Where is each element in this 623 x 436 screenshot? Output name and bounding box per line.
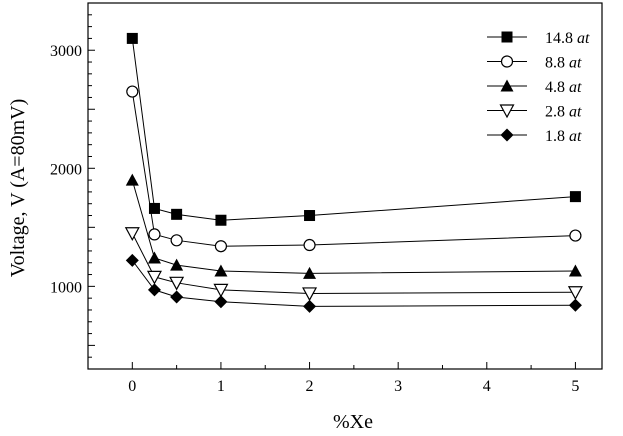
data-point [568, 264, 582, 277]
y-axis-title: Voltage, V (A=80mV) [7, 99, 29, 278]
data-point [214, 264, 228, 277]
series-line [131, 38, 576, 221]
legend-entry-4: 1.8 at [487, 128, 582, 145]
legend-label: 1.8 at [545, 128, 582, 145]
series-3 [124, 227, 583, 302]
legend-unit: at [569, 104, 582, 121]
legend-marker [501, 31, 513, 43]
legend-entry-1: 8.8 at [487, 55, 582, 72]
data-point [567, 286, 583, 301]
data-point [169, 276, 185, 291]
data-point [126, 85, 139, 98]
data-point [146, 270, 162, 285]
x-tick-label: 3 [394, 378, 402, 395]
y-tick-label: 2000 [50, 161, 82, 178]
data-point [304, 210, 316, 222]
legend: 14.8 at 8.8 at 4.8 at 2.8 at 1.8 at [487, 30, 590, 145]
data-point [213, 283, 229, 298]
data-point [569, 229, 582, 242]
data-point [125, 253, 139, 267]
data-point [302, 287, 318, 302]
series-2 [125, 173, 582, 279]
series-line [131, 91, 576, 247]
x-tick-label: 4 [483, 378, 491, 395]
data-point [215, 214, 227, 226]
data-point [170, 234, 183, 247]
data-point [126, 32, 138, 44]
legend-marker [500, 55, 514, 68]
data-point [170, 258, 184, 271]
data-point [303, 266, 317, 279]
legend-marker [500, 128, 514, 142]
data-point [147, 283, 161, 297]
legend-label: 8.8 at [545, 55, 582, 72]
legend-marker [500, 79, 514, 92]
legend-unit: at [569, 128, 582, 145]
x-tick-label: 5 [571, 378, 579, 395]
legend-label: 2.8 at [545, 104, 582, 121]
data-point [214, 295, 228, 309]
y-tick-label: 3000 [50, 43, 82, 60]
legend-label: 14.8 at [545, 30, 590, 47]
legend-marker [499, 104, 515, 119]
legend-unit: at [577, 30, 590, 47]
data-point [171, 208, 183, 220]
series-1 [126, 85, 582, 253]
y-tick-label: 1000 [50, 279, 82, 296]
legend-label: 4.8 at [545, 79, 582, 96]
data-point [568, 298, 582, 312]
legend-entry-3: 2.8 at [487, 104, 582, 121]
data-point [214, 240, 228, 253]
series-layer [124, 32, 583, 313]
legend-unit: at [569, 55, 582, 72]
x-tick-label: 1 [217, 378, 225, 395]
x-tick-label: 0 [128, 378, 136, 395]
x-tick-label: 2 [306, 378, 314, 395]
data-point [124, 227, 140, 241]
series-4 [125, 253, 582, 313]
data-point [148, 228, 161, 241]
legend-entry-2: 4.8 at [487, 79, 582, 96]
data-point [303, 238, 316, 252]
data-point [125, 173, 139, 186]
data-point [569, 191, 581, 203]
legend-entry-0: 14.8 at [487, 30, 590, 47]
axes: 0 1 2 3 4 5 1000 2000 3000 [50, 2, 603, 395]
plot-frame [87, 2, 603, 370]
data-point [147, 251, 161, 264]
series-0 [126, 32, 581, 226]
data-point [148, 202, 160, 214]
series-line [131, 232, 576, 294]
series-line [131, 260, 576, 307]
series-line [131, 179, 576, 274]
data-point [170, 290, 184, 304]
x-axis-title: %Xe [333, 411, 373, 433]
legend-unit: at [569, 79, 582, 96]
data-point [303, 299, 317, 313]
